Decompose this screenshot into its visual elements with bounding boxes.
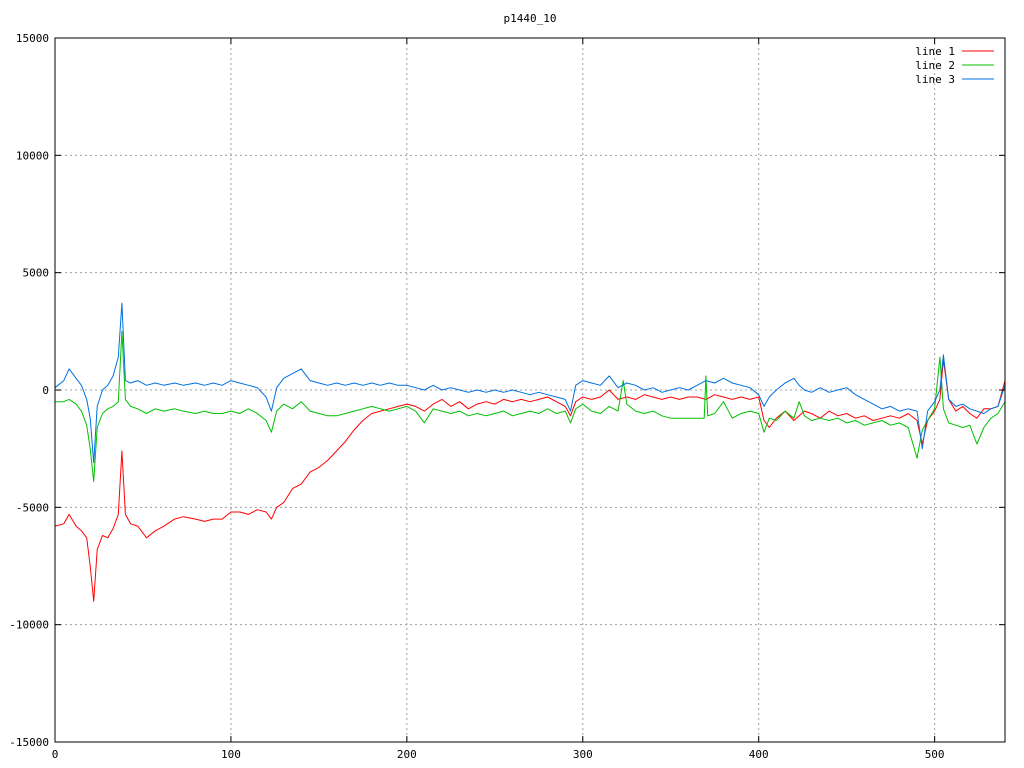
legend-label: line 1 xyxy=(915,45,955,58)
legend-label: line 2 xyxy=(915,59,955,72)
y-tick-label: -5000 xyxy=(16,501,49,514)
x-tick-label: 0 xyxy=(52,748,59,761)
y-tick-label: 15000 xyxy=(16,32,49,45)
series-line-1 xyxy=(54,359,1006,602)
x-tick-label: 500 xyxy=(925,748,945,761)
legend-label: line 3 xyxy=(915,73,955,86)
series-line-2 xyxy=(55,330,1006,482)
y-tick-label: -15000 xyxy=(9,736,49,749)
x-tick-label: 400 xyxy=(749,748,769,761)
series-line-3 xyxy=(54,302,1006,464)
y-tick-label: 5000 xyxy=(23,267,50,280)
grid-lines xyxy=(55,38,1005,742)
y-tick-label: 0 xyxy=(42,384,49,397)
x-tick-label: 300 xyxy=(573,748,593,761)
y-tick-label: 10000 xyxy=(16,149,49,162)
chart-title: p1440_10 xyxy=(504,12,557,25)
series-lines xyxy=(54,302,1006,602)
axis-ticks: 0 100 200 300 400 500 -15000 -10000 -5000 0 5000 10… xyxy=(9,32,1005,761)
y-tick-label: -10000 xyxy=(9,619,49,632)
x-tick-label: 200 xyxy=(397,748,417,761)
x-tick-label: 100 xyxy=(221,748,241,761)
